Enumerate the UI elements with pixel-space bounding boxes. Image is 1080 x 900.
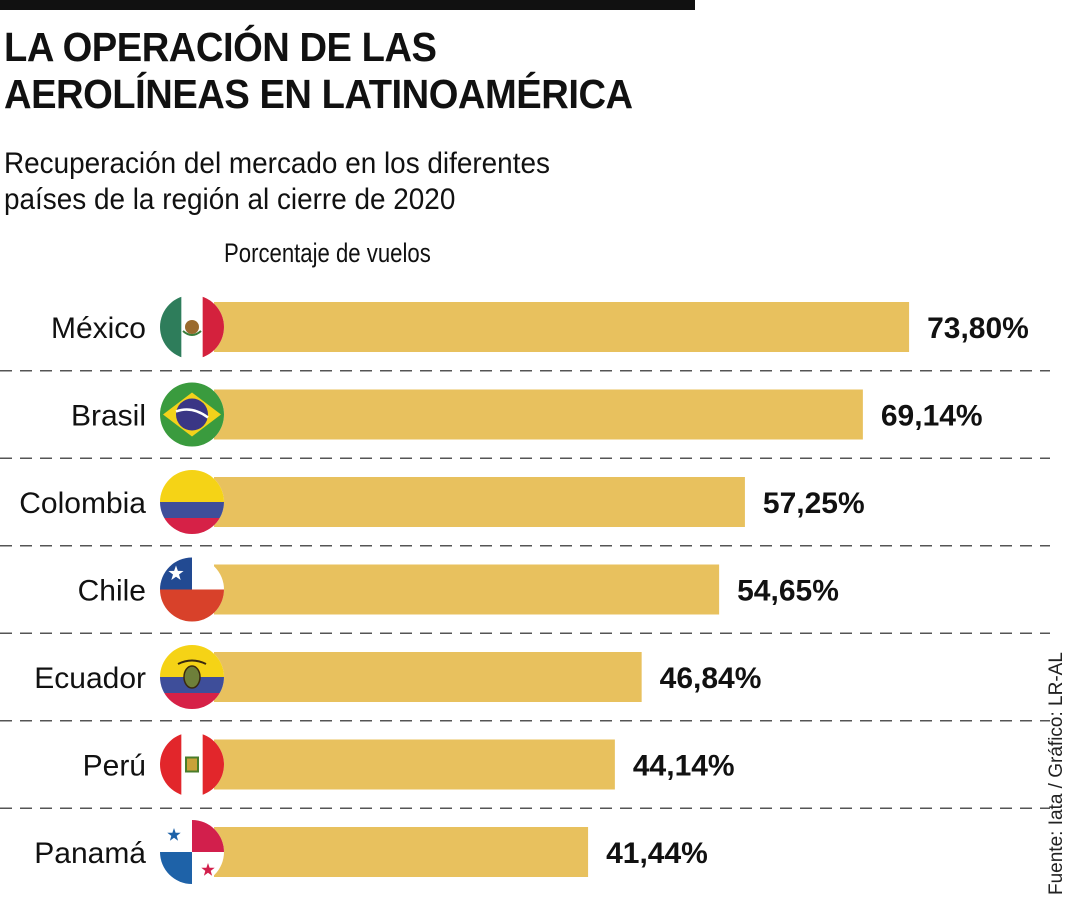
value-label: 73,80% bbox=[927, 312, 1029, 345]
category-label: Panamá bbox=[34, 837, 146, 870]
panama-flag-icon bbox=[160, 820, 224, 884]
value-label: 41,44% bbox=[606, 837, 708, 870]
bar-row: Colombia 57,25% bbox=[19, 470, 865, 534]
bar bbox=[214, 564, 720, 615]
bar bbox=[214, 739, 615, 790]
title-line-2: AEROLÍNEAS EN LATINOAMÉRICA bbox=[4, 71, 633, 117]
bar-row: Ecuador 46,84% bbox=[34, 645, 761, 709]
bar bbox=[214, 302, 910, 352]
bar bbox=[214, 827, 589, 877]
bar bbox=[214, 389, 863, 440]
value-label: 69,14% bbox=[881, 400, 983, 433]
bar-row: México 73,80% bbox=[51, 295, 1029, 359]
category-label: Colombia bbox=[19, 487, 146, 520]
chart-subtitle: Recuperación del mercado en los diferent… bbox=[4, 146, 550, 218]
brazil-flag-icon bbox=[160, 382, 224, 447]
chile-flag-icon bbox=[160, 557, 224, 622]
bar-row: Chile 54,65% bbox=[78, 557, 839, 622]
bar bbox=[214, 477, 745, 527]
subtitle-line-2: países de la región al cierre de 2020 bbox=[4, 183, 456, 216]
source-credit: Fuente: Iata / Gráfico: LR-AL bbox=[1046, 652, 1067, 895]
subtitle-line-1: Recuperación del mercado en los diferent… bbox=[4, 147, 550, 180]
bar-row: Panamá 41,44% bbox=[34, 820, 708, 884]
chart-title: LA OPERACIÓN DE LAS AEROLÍNEAS EN LATINO… bbox=[4, 24, 633, 118]
header-rule bbox=[0, 0, 695, 10]
category-label: Brasil bbox=[71, 400, 146, 433]
category-label: Ecuador bbox=[34, 662, 146, 695]
peru-flag-icon bbox=[160, 732, 224, 797]
category-label: Perú bbox=[83, 750, 146, 783]
value-label: 57,25% bbox=[763, 487, 865, 520]
bar-row: Brasil 69,14% bbox=[71, 382, 983, 447]
mexico-flag-icon bbox=[160, 295, 224, 359]
bar bbox=[214, 652, 642, 702]
value-label: 54,65% bbox=[737, 575, 839, 608]
value-label: 44,14% bbox=[633, 750, 735, 783]
colombia-flag-icon bbox=[160, 470, 224, 534]
category-label: México bbox=[51, 312, 146, 345]
ecuador-flag-icon bbox=[160, 645, 224, 709]
category-label: Chile bbox=[78, 575, 146, 608]
value-label: 46,84% bbox=[660, 662, 762, 695]
bar-row: Perú 44,14% bbox=[83, 732, 735, 797]
x-axis-label: Porcentaje de vuelos bbox=[224, 238, 431, 268]
title-line-1: LA OPERACIÓN DE LAS bbox=[4, 24, 437, 70]
